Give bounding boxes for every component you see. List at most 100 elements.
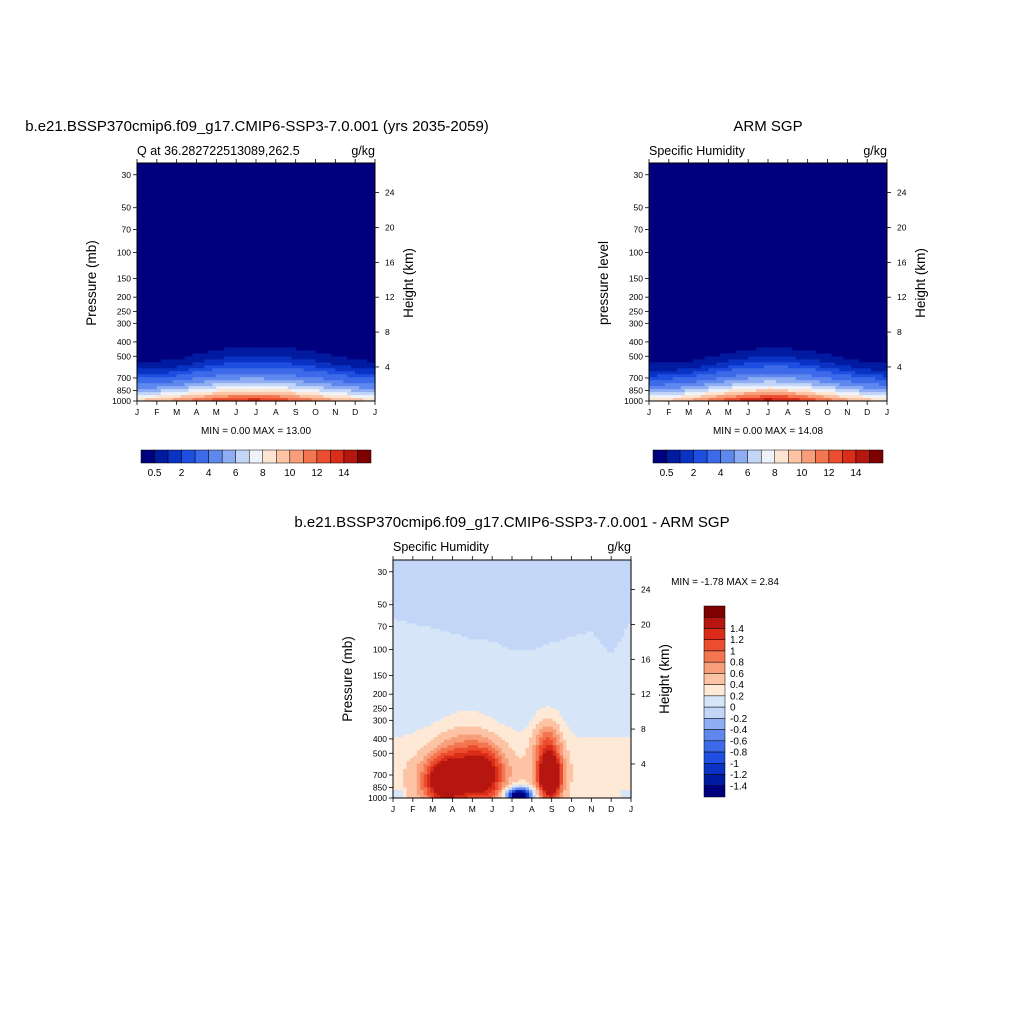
contour-cell <box>347 341 352 346</box>
contour-cell <box>752 368 757 372</box>
contour-cell <box>748 380 753 384</box>
contour-cell <box>771 356 777 360</box>
contour-cell <box>410 599 414 603</box>
contour-cell <box>156 365 162 369</box>
contour-cell <box>216 341 221 346</box>
contour-cell <box>403 647 408 651</box>
contour-cell <box>307 323 313 328</box>
contour-cell <box>279 350 285 354</box>
contour-cell <box>444 652 448 656</box>
contour-cell <box>775 341 781 346</box>
contour-cell <box>712 374 718 378</box>
contour-cell <box>875 371 880 375</box>
contour-cell <box>708 386 714 390</box>
contour-cell <box>271 392 277 396</box>
contour-cell <box>140 335 146 340</box>
contour-cell <box>447 649 452 654</box>
contour-cell <box>263 323 269 328</box>
contour-cell <box>164 371 170 375</box>
contour-cell <box>692 356 698 360</box>
contour-cell <box>835 329 840 334</box>
contour-cell <box>240 350 245 354</box>
contour-cell <box>851 365 856 369</box>
contour-cell <box>799 386 805 390</box>
contour-cell <box>668 347 674 352</box>
contour-cell <box>680 392 686 396</box>
contour-cell <box>791 320 797 325</box>
contour-cell <box>410 581 414 585</box>
contour-cell <box>399 723 404 728</box>
contour-cell <box>327 392 332 396</box>
contour-cell <box>764 320 769 325</box>
contour-cell <box>444 776 448 781</box>
contour-cell <box>771 341 777 346</box>
contour-cell <box>700 395 706 399</box>
contour-cell <box>807 392 813 396</box>
contour-cell <box>437 771 442 775</box>
contour-cell <box>355 338 360 343</box>
contour-cell <box>323 350 328 354</box>
contour-cell <box>652 350 658 354</box>
contour-cell <box>295 380 301 384</box>
contour-cell <box>208 380 213 384</box>
contour-cell <box>427 768 431 773</box>
contour-cell <box>208 344 213 349</box>
contour-cell <box>137 371 142 375</box>
contour-cell <box>137 341 142 346</box>
contour-cell <box>410 626 414 630</box>
contour-cell <box>839 377 844 381</box>
contour-cell <box>188 335 194 340</box>
contour-cell <box>827 383 833 387</box>
contour-cell <box>410 628 414 632</box>
contour-cell <box>295 374 301 378</box>
contour-cell <box>228 317 233 322</box>
contour-cell <box>803 326 809 331</box>
contour-cell <box>259 368 265 372</box>
panel2-left-label: Specific Humidity <box>649 144 746 158</box>
contour-cell <box>164 341 170 346</box>
contour-cell <box>291 341 297 346</box>
contour-cell <box>440 575 445 580</box>
contour-cell <box>224 386 229 390</box>
contour-cell <box>396 578 401 582</box>
contour-cell <box>259 371 265 375</box>
contour-cell <box>433 623 438 627</box>
contour-cell <box>728 398 733 402</box>
contour-cell <box>430 641 435 646</box>
contour-cell <box>140 365 146 369</box>
contour-cell <box>259 395 265 399</box>
contour-cell <box>279 344 285 349</box>
contour-cell <box>700 353 706 357</box>
contour-cell <box>295 371 301 375</box>
contour-cell <box>787 377 793 381</box>
contour-cell <box>403 649 408 654</box>
contour-cell <box>835 392 840 396</box>
contour-cell <box>399 636 404 640</box>
contour-cell <box>450 747 455 751</box>
contour-cell <box>291 365 297 369</box>
contour-cell <box>450 676 455 680</box>
contour-cell <box>393 710 397 714</box>
contour-cell <box>748 356 753 360</box>
contour-cell <box>396 565 401 569</box>
contour-cell <box>760 338 765 343</box>
contour-cell <box>339 383 344 387</box>
contour-cell <box>339 395 344 399</box>
contour-cell <box>406 657 411 662</box>
contour-cell <box>396 742 401 746</box>
contour-cell <box>427 716 431 720</box>
contour-cell <box>692 362 698 366</box>
contour-cell <box>228 386 233 390</box>
contour-cell <box>140 377 146 381</box>
contour-cell <box>176 365 182 369</box>
contour-cell <box>440 771 445 775</box>
contour-cell <box>823 362 829 366</box>
contour-cell <box>188 356 194 360</box>
contour-cell <box>430 636 435 640</box>
contour-cell <box>184 380 190 384</box>
contour-cell <box>303 320 309 325</box>
contour-cell <box>413 705 418 709</box>
contour-cell <box>447 660 452 664</box>
contour-cell <box>172 329 178 334</box>
contour-cell <box>819 398 825 402</box>
